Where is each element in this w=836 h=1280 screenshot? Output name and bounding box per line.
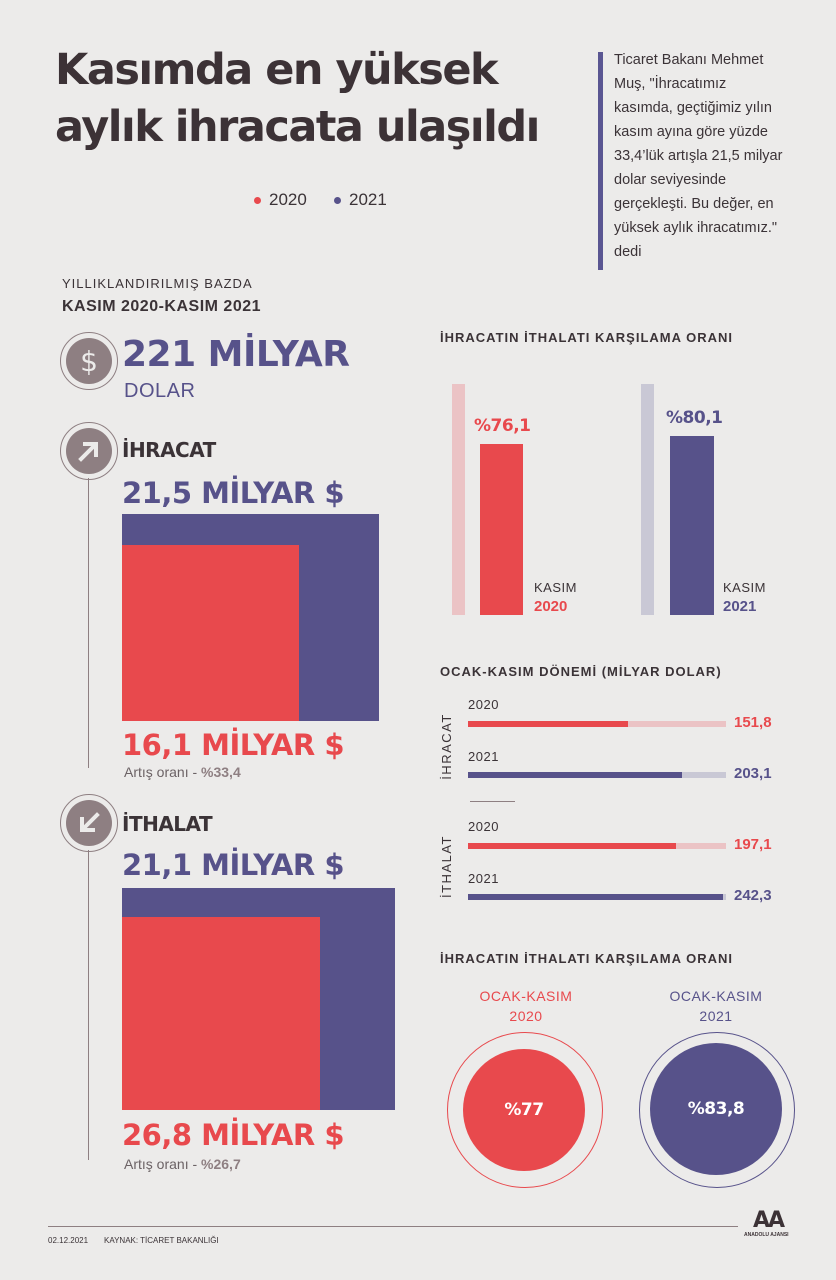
- period-coverage-2021-year: 2021: [699, 1008, 733, 1024]
- period-import-2021-value: 242,3: [734, 887, 772, 904]
- period-export-2020-value: 151,8: [734, 714, 772, 731]
- coverage-2020-bar: [480, 444, 523, 615]
- period-import-side-label: İTHALAT: [438, 830, 454, 902]
- period-coverage-2020-year: 2020: [509, 1008, 543, 1024]
- footer-date: 02.12.2021: [48, 1236, 89, 1245]
- import-2021-value: 21,1 MİLYAR $: [122, 848, 345, 882]
- export-growth-label: Artış oranı -: [124, 764, 202, 780]
- export-growth: Artış oranı - %33,4: [124, 764, 241, 780]
- coverage-2021-month: KASIM: [723, 580, 766, 595]
- import-2020-value: 26,8 MİLYAR $: [122, 1118, 345, 1152]
- period-export-side-label: İHRACAT: [438, 710, 454, 782]
- period-import-2020-year: 2020: [468, 819, 499, 834]
- period-coverage-2020-caption: OCAK-KASIM 2020: [446, 986, 606, 1026]
- coverage-2021-year: 2021: [723, 598, 757, 615]
- period-import-2021-year: 2021: [468, 871, 499, 886]
- export-icon-ring: [60, 422, 118, 480]
- period-coverage-2021-value: %83,8: [687, 1099, 745, 1119]
- coverage-2021-pct: %80,1: [666, 408, 723, 428]
- annual-subtitle: YILLIKLANDIRILMIŞ BAZDA: [62, 276, 253, 291]
- period-export-2021-bar: [468, 772, 682, 778]
- annual-total-unit: DOLAR: [124, 380, 196, 402]
- aa-logo: AA ANADOLU AJANSI: [744, 1208, 789, 1239]
- period-coverage-2020-disc: %77: [463, 1049, 585, 1171]
- legend-label-2020: 2020: [269, 190, 307, 209]
- period-coverage-2021-label: OCAK-KASIM: [669, 988, 763, 1004]
- export-label: İHRACAT: [122, 438, 216, 462]
- period-export-label: İHRACAT: [438, 712, 454, 780]
- legend-2020: 2020: [254, 190, 307, 210]
- footer-source: KAYNAK: TİCARET BAKANLIĞI: [104, 1236, 219, 1245]
- legend-dot-2020: [254, 196, 261, 204]
- period-divider: [470, 801, 515, 802]
- period-import-label: İTHALAT: [438, 834, 454, 898]
- legend-2021: 2021: [334, 190, 387, 210]
- export-2021-value: 21,5 MİLYAR $: [122, 476, 345, 510]
- export-growth-value: %33,4: [201, 764, 241, 780]
- export-2020-square: [122, 545, 299, 721]
- import-timeline: [88, 850, 89, 1160]
- period-coverage-2020-ring: [447, 1032, 603, 1188]
- monthly-coverage-title: İHRACATIN İTHALATI KARŞILAMA ORANI: [440, 330, 734, 345]
- period-coverage-2021-disc: %83,8: [650, 1043, 782, 1175]
- import-2020-square: [122, 917, 320, 1110]
- minister-quote: Ticaret Bakanı Mehmet Muş, "İhracatımız …: [614, 52, 783, 260]
- import-icon-ring: [60, 794, 118, 852]
- arrow-down-left-icon: [66, 800, 112, 846]
- arrow-up-right-icon: [66, 428, 112, 474]
- coverage-2021-track: [641, 384, 654, 615]
- legend-label-2021: 2021: [349, 190, 387, 209]
- period-export-2020-bar: [468, 721, 628, 727]
- export-2020-value: 16,1 MİLYAR $: [122, 728, 345, 762]
- export-timeline: [88, 478, 89, 768]
- period-coverage-title: İHRACATIN İTHALATI KARŞILAMA ORANI: [440, 951, 734, 966]
- import-growth-value: %26,7: [201, 1156, 241, 1172]
- footer-divider: [48, 1226, 738, 1227]
- aa-logo-mark: AA: [752, 1208, 785, 1233]
- coverage-2020-year: 2020: [534, 598, 568, 615]
- period-import-2021-bar: [468, 894, 723, 900]
- coverage-2020-track: [452, 384, 465, 615]
- period-coverage-2021-ring: [639, 1032, 795, 1188]
- coverage-2021-bar: [670, 436, 714, 615]
- page-title: Kasımda en yüksek aylık ihracata ulaşıld…: [55, 45, 540, 152]
- period-coverage-2020-label: OCAK-KASIM: [479, 988, 573, 1004]
- coverage-2020-pct: %76,1: [474, 416, 531, 436]
- legend-dot-2021: [334, 196, 341, 204]
- period-title: OCAK-KASIM DÖNEMİ (MİLYAR DOLAR): [440, 664, 722, 679]
- annual-period: KASIM 2020-KASIM 2021: [62, 298, 262, 315]
- import-growth-label: Artış oranı -: [124, 1156, 202, 1172]
- period-coverage-2021-caption: OCAK-KASIM 2021: [636, 986, 796, 1026]
- quote-accent-bar: [598, 52, 603, 270]
- dollar-icon: $: [66, 338, 112, 384]
- import-growth: Artış oranı - %26,7: [124, 1156, 241, 1172]
- period-coverage-2020-value: %77: [504, 1100, 544, 1120]
- dollar-icon-ring: [60, 332, 118, 390]
- period-export-2020-year: 2020: [468, 697, 499, 712]
- annual-total-value: 221 MİLYAR: [122, 334, 350, 375]
- aa-logo-caption: ANADOLU AJANSI: [744, 1232, 789, 1238]
- coverage-2020-month: KASIM: [534, 580, 577, 595]
- import-label: İTHALAT: [122, 812, 213, 836]
- period-import-2020-value: 197,1: [734, 836, 772, 853]
- period-export-2021-value: 203,1: [734, 765, 772, 782]
- period-export-2021-year: 2021: [468, 749, 499, 764]
- period-import-2020-bar: [468, 843, 676, 849]
